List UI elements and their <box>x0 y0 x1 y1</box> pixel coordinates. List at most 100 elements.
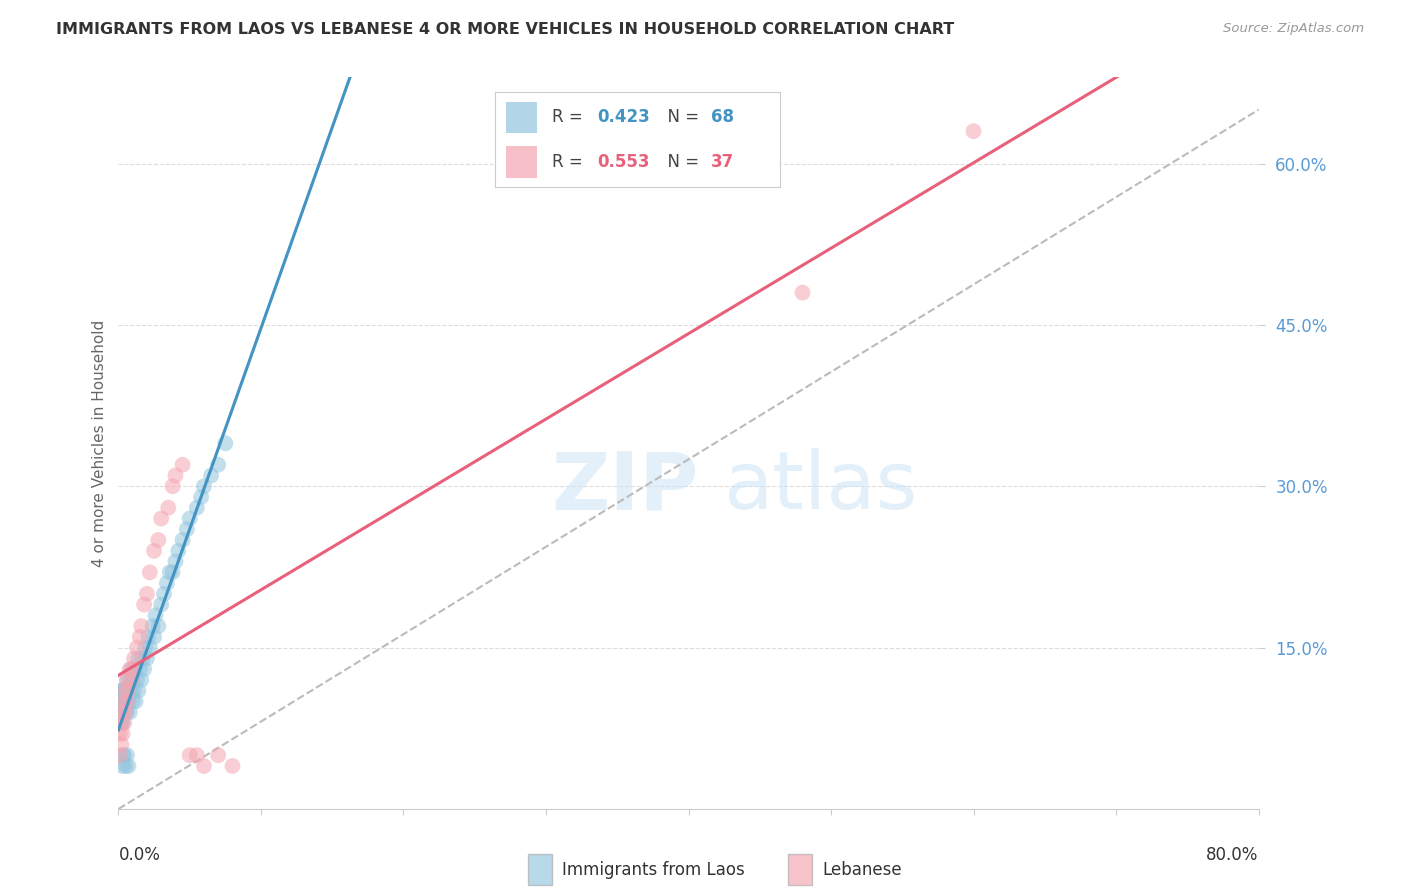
Point <box>115 694 138 708</box>
Point <box>115 673 138 687</box>
Point <box>125 673 148 687</box>
Point <box>162 566 184 580</box>
Point <box>153 587 176 601</box>
Point <box>127 651 149 665</box>
Bar <box>506 102 537 133</box>
Y-axis label: 4 or more Vehicles in Household: 4 or more Vehicles in Household <box>93 319 107 566</box>
Point <box>112 683 135 698</box>
Point <box>143 630 166 644</box>
Point <box>111 705 134 719</box>
Point <box>120 662 142 676</box>
Point <box>111 705 134 719</box>
Text: Lebanese: Lebanese <box>823 861 903 879</box>
Point <box>108 715 131 730</box>
Point <box>148 533 170 547</box>
Point <box>118 705 141 719</box>
Point <box>207 458 229 472</box>
Point <box>114 694 136 708</box>
Point <box>193 759 215 773</box>
Point <box>214 436 236 450</box>
Text: N =: N = <box>657 153 704 171</box>
Point <box>134 640 156 655</box>
Point <box>108 705 131 719</box>
Point <box>117 683 139 698</box>
Point <box>150 598 173 612</box>
Point <box>115 694 138 708</box>
Point <box>167 543 190 558</box>
Text: 0.423: 0.423 <box>598 108 650 127</box>
Point <box>142 619 165 633</box>
Point <box>165 555 187 569</box>
Text: 80.0%: 80.0% <box>1206 846 1258 863</box>
Text: Immigrants from Laos: Immigrants from Laos <box>562 861 745 879</box>
Point <box>111 759 134 773</box>
Text: atlas: atlas <box>723 448 917 526</box>
Point <box>172 458 194 472</box>
Point <box>127 683 149 698</box>
Point <box>115 673 138 687</box>
Point <box>176 522 198 536</box>
Point <box>110 738 132 752</box>
Point <box>190 490 212 504</box>
Point <box>115 705 138 719</box>
Point <box>110 683 132 698</box>
Point <box>159 566 181 580</box>
Point <box>139 640 162 655</box>
Point <box>124 694 146 708</box>
Point <box>186 748 208 763</box>
Point <box>157 500 180 515</box>
Point <box>121 673 143 687</box>
Point <box>108 683 131 698</box>
Point <box>129 619 152 633</box>
Point <box>172 533 194 547</box>
Point <box>117 683 139 698</box>
Point <box>111 748 134 763</box>
Point <box>117 694 139 708</box>
Point <box>129 673 152 687</box>
Point <box>111 715 134 730</box>
Point <box>108 694 131 708</box>
Text: R =: R = <box>551 108 588 127</box>
Point <box>207 748 229 763</box>
Point <box>110 705 132 719</box>
Point <box>145 608 167 623</box>
Point <box>121 662 143 676</box>
Point <box>200 468 222 483</box>
Point <box>112 694 135 708</box>
Point <box>132 662 155 676</box>
Text: 0.553: 0.553 <box>598 153 650 171</box>
Point <box>138 630 160 644</box>
Text: N =: N = <box>657 108 704 127</box>
Point <box>111 694 134 708</box>
Point <box>122 683 145 698</box>
Point <box>112 694 135 708</box>
Point <box>179 748 201 763</box>
Point <box>792 285 814 300</box>
Point <box>114 683 136 698</box>
Point <box>128 662 150 676</box>
Text: R =: R = <box>551 153 588 171</box>
Point <box>112 715 135 730</box>
Text: 0.0%: 0.0% <box>118 846 160 863</box>
Point <box>124 662 146 676</box>
Point <box>114 705 136 719</box>
Point <box>122 651 145 665</box>
Point <box>143 543 166 558</box>
Point <box>114 759 136 773</box>
Text: Source: ZipAtlas.com: Source: ZipAtlas.com <box>1223 22 1364 36</box>
Point <box>193 479 215 493</box>
Text: ZIP: ZIP <box>551 448 699 526</box>
Bar <box>506 146 537 178</box>
Point <box>156 576 179 591</box>
Point <box>115 748 138 763</box>
Point <box>114 683 136 698</box>
Point <box>186 500 208 515</box>
Point <box>118 673 141 687</box>
Point <box>162 479 184 493</box>
Point <box>125 640 148 655</box>
Point <box>221 759 243 773</box>
Point <box>108 727 131 741</box>
Point <box>117 759 139 773</box>
Point <box>112 705 135 719</box>
Point <box>110 694 132 708</box>
